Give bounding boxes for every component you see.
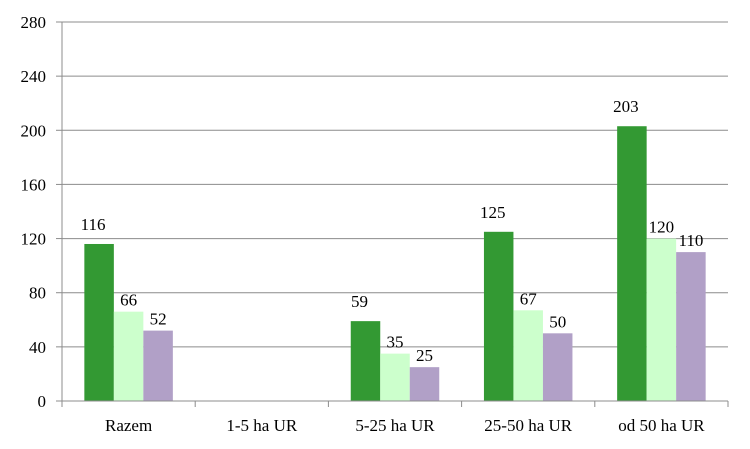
data-label: 59 <box>351 292 368 311</box>
bar <box>84 243 114 401</box>
x-tick-label: 1-5 ha UR <box>226 416 297 435</box>
bars <box>84 126 706 401</box>
data-label: 120 <box>649 218 675 237</box>
y-tick-label: 80 <box>29 284 46 303</box>
gridlines <box>62 21 728 348</box>
bar <box>513 310 543 401</box>
data-label: 50 <box>549 312 566 331</box>
data-label: 203 <box>613 97 639 116</box>
bar <box>409 367 440 401</box>
bar <box>380 353 410 401</box>
x-tick-label: od 50 ha UR <box>618 416 705 435</box>
bar <box>646 238 677 401</box>
data-label: 52 <box>150 310 167 329</box>
bar <box>676 252 706 401</box>
y-tick-label: 280 <box>21 13 47 32</box>
data-label: 25 <box>416 346 433 365</box>
data-label: 66 <box>120 291 137 310</box>
y-tick-label: 0 <box>38 392 47 411</box>
y-tick-label: 200 <box>21 121 47 140</box>
bar <box>350 321 381 401</box>
bar <box>143 330 173 401</box>
labels: 0 40 80 120 160 200 240 280 Razem 116 66 52 1-5 ha U… <box>21 13 706 435</box>
x-tick-label: 25-50 ha UR <box>484 416 572 435</box>
bar <box>113 311 144 401</box>
axes <box>56 21 729 407</box>
y-tick-label: 40 <box>29 338 46 357</box>
x-tick-label: 5-25 ha UR <box>355 416 435 435</box>
y-tick-label: 160 <box>21 175 47 194</box>
data-label: 116 <box>81 215 106 234</box>
data-label: 67 <box>520 289 538 308</box>
data-label: 35 <box>387 333 404 352</box>
bar <box>542 333 573 401</box>
bar <box>483 231 514 401</box>
x-tick-label: Razem <box>105 416 152 435</box>
y-tick-label: 240 <box>21 67 47 86</box>
y-tick-label: 120 <box>21 230 47 249</box>
data-label: 125 <box>480 203 506 222</box>
data-label: 110 <box>678 231 703 250</box>
bar <box>617 126 647 401</box>
